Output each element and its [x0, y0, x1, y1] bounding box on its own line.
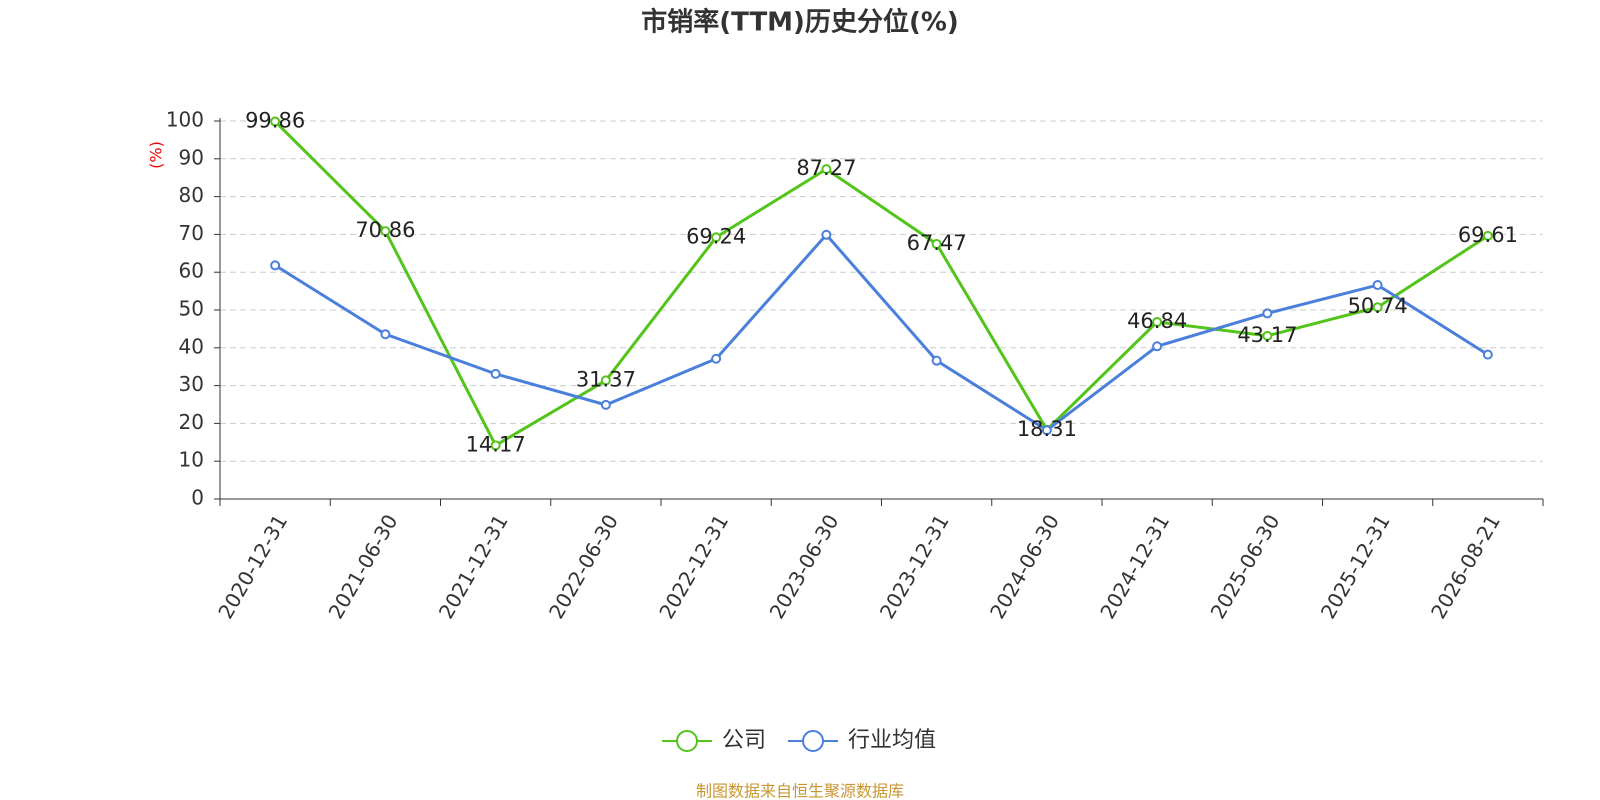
data-label: 70.86: [355, 218, 415, 242]
y-axis-label: (%): [147, 141, 166, 169]
y-tick-label: 90: [179, 145, 204, 169]
data-point: [1482, 349, 1493, 360]
x-tick-label: 2025-06-30: [1206, 510, 1285, 623]
data-label: 69.24: [686, 224, 746, 248]
x-tick-label: 2024-12-31: [1095, 510, 1174, 623]
legend-marker: [802, 730, 825, 752]
data-point: [711, 232, 722, 243]
data-point: [490, 440, 501, 451]
data-label: 14.17: [466, 432, 526, 456]
x-tick-label: 2021-06-30: [324, 510, 403, 623]
data-point: [931, 355, 942, 366]
y-tick-label: 30: [179, 372, 204, 396]
y-tick-label: 50: [179, 297, 204, 321]
data-point: [380, 329, 391, 340]
x-tick-label: 2021-12-31: [434, 510, 513, 623]
data-label: 87.27: [796, 156, 856, 180]
data-point: [1262, 308, 1273, 319]
data-label: 31.37: [576, 367, 636, 391]
data-point: [270, 260, 281, 271]
data-label: 43.17: [1237, 323, 1297, 347]
data-point: [931, 238, 942, 249]
data-label: 69.61: [1458, 223, 1518, 247]
data-point: [821, 229, 832, 240]
source-note: 制图数据来自恒生聚源数据库: [696, 782, 904, 800]
data-label: 46.84: [1127, 309, 1187, 333]
data-point: [380, 226, 391, 237]
data-point: [1041, 425, 1052, 436]
legend-marker: [676, 730, 698, 752]
data-label: 50.74: [1348, 294, 1408, 318]
data-label: 18.31: [1017, 417, 1077, 441]
x-tick-label: 2022-06-30: [544, 510, 623, 623]
data-point: [821, 164, 832, 175]
data-point: [600, 399, 611, 410]
data-point: [1262, 330, 1273, 341]
data-point: [1152, 316, 1163, 327]
series-line: [274, 232, 1489, 433]
data-point: [1152, 341, 1163, 352]
legend-label: 行业均值: [848, 728, 936, 753]
y-tick-label: 10: [179, 448, 204, 472]
data-point: [1482, 230, 1493, 241]
x-tick-label: 2025-12-31: [1316, 510, 1395, 623]
data-label: 99.86: [245, 109, 305, 133]
x-tick-label: 2026-08-21: [1426, 510, 1505, 623]
x-tick-label: 2023-06-30: [765, 510, 844, 623]
x-tick-label: 2020-12-31: [213, 510, 292, 623]
data-point: [1372, 302, 1383, 313]
y-tick-label: 0: [191, 486, 204, 510]
x-tick-label: 2023-12-31: [875, 510, 954, 623]
data-point: [600, 375, 611, 386]
x-tick-label: 2024-06-30: [985, 510, 1064, 623]
data-point: [490, 368, 501, 379]
y-tick-label: 60: [179, 259, 204, 283]
y-tick-label: 20: [179, 410, 204, 434]
chart-title: 市销率(TTM)历史分位(%): [641, 7, 959, 38]
data-label: 67.47: [907, 231, 967, 255]
legend-label: 公司: [722, 728, 766, 753]
y-tick-label: 70: [179, 221, 204, 245]
y-tick-label: 80: [179, 183, 204, 207]
data-point: [711, 353, 722, 364]
x-tick-label: 2022-12-31: [654, 510, 733, 623]
y-tick-label: 40: [179, 334, 204, 358]
data-point: [270, 116, 281, 127]
y-tick-label: 100: [166, 108, 204, 132]
series-line: [274, 120, 1489, 448]
data-point: [1372, 280, 1383, 291]
